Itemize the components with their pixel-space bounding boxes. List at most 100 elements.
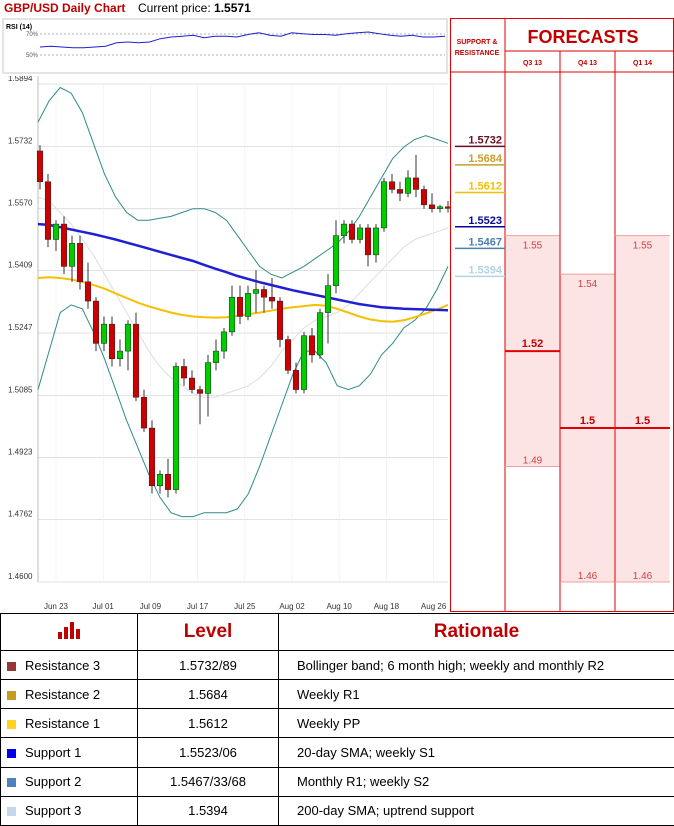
level-name: Support 1	[25, 745, 82, 761]
candle-down	[308, 335, 316, 356]
candle-up	[404, 177, 412, 194]
candle-up	[372, 227, 380, 256]
candle-down	[140, 397, 148, 429]
rsi-frame	[2, 18, 448, 74]
chart-header: GBP/USD Daily Chart Current price: 1.557…	[0, 0, 450, 18]
forecast-high-label: 1.54	[578, 279, 598, 290]
level-color-swatch	[7, 719, 16, 729]
x-tick-label: Jun 23	[44, 602, 69, 611]
candle-down	[388, 181, 396, 190]
candle-down	[148, 427, 156, 487]
level-name-cell: Resistance 2	[0, 679, 138, 710]
rsi-title: RSI (14)	[6, 24, 32, 31]
candle-up	[228, 296, 236, 333]
level-color-swatch	[7, 807, 16, 817]
candle-up	[332, 235, 340, 286]
candle-down	[84, 281, 92, 302]
rsi-line	[39, 31, 446, 49]
current-price: Current price: 1.5571	[138, 1, 251, 15]
forecast-high-label: 1.55	[633, 241, 653, 252]
table-row: Support 1 1.5523/06 20-day SMA; weekly S1	[0, 737, 674, 768]
y-tick-label: 1.5732	[8, 136, 33, 145]
sr-header-line-2: RESISTANCE	[455, 50, 500, 57]
candle-down	[36, 150, 44, 183]
rsi-tick-70: 70%	[26, 32, 39, 38]
level-name-cell: Resistance 3	[0, 649, 138, 681]
table-row: Resistance 2 1.5684 Weekly R1	[0, 679, 674, 710]
candle-up	[124, 323, 132, 352]
candle-up	[356, 227, 364, 240]
price-chart: 1.5894 1.5732 1.5570 1.5409 1.5247 1.5085 1.49…	[8, 76, 450, 611]
bollinger-upper-line	[37, 86, 449, 279]
candle-down	[60, 223, 68, 267]
price-grid	[37, 76, 448, 583]
table-header-icon-cell	[0, 613, 138, 651]
level-value: 1.5684	[137, 679, 279, 710]
level-name: Support 2	[25, 774, 82, 790]
forecast-column-label: Q1 14	[633, 60, 652, 67]
candle-down	[364, 227, 372, 256]
forecast-panel-content: Q3 13 1.55 1.49 1.52 Q4 13 1.54 1.46 1.5 Q1 14 1.…	[450, 18, 674, 612]
forecast-high-label: 1.55	[523, 241, 543, 252]
y-tick-label: 1.4923	[8, 448, 33, 457]
levels-table: Level Rationale Resistance 3 1.5732/89 Bol…	[0, 613, 674, 826]
candle-down	[44, 181, 52, 240]
candle-down	[444, 206, 450, 209]
table-row: Resistance 1 1.5612 Weekly PP	[0, 708, 674, 739]
level-color-swatch	[7, 690, 16, 700]
bollinger-middle-line	[37, 196, 449, 398]
level-color-swatch	[7, 778, 16, 788]
forecasts-title: FORECASTS	[527, 27, 638, 47]
x-tick-label: Jul 17	[187, 602, 209, 611]
x-tick-label: Aug 10	[327, 602, 353, 611]
forecast-mid-label: 1.5	[635, 415, 650, 427]
axis-labels: 1.5894 1.5732 1.5570 1.5409 1.5247 1.5085 1.49…	[8, 76, 447, 611]
level-value: 1.5523/06	[137, 737, 279, 768]
table-header-rationale: Rationale	[278, 613, 674, 651]
level-value: 1.5394	[137, 795, 279, 826]
candle-down	[92, 300, 100, 344]
candle-up	[244, 293, 252, 317]
y-tick-label: 1.4762	[8, 510, 33, 519]
sma-20-line	[37, 222, 449, 312]
x-tick-label: Jul 25	[234, 602, 256, 611]
candle-up	[340, 223, 348, 236]
candle-up	[316, 312, 324, 356]
candle-up	[116, 350, 124, 360]
level-name: Resistance 2	[25, 686, 101, 702]
forecast-mid-label: 1.5	[580, 415, 595, 427]
candle-down	[164, 473, 172, 490]
candle-down	[292, 370, 300, 390]
candle-up	[212, 350, 220, 363]
forecast-panel: Q3 13 1.55 1.49 1.52 Q4 13 1.54 1.46 1.5 Q1 14 1.…	[450, 18, 674, 612]
candle-up	[100, 323, 108, 344]
candle-down	[76, 243, 84, 283]
rsi-panel: RSI (14) 70% 50%	[2, 18, 448, 74]
current-price-value: 1.5571	[214, 1, 251, 15]
forecast-column-label: Q3 13	[523, 60, 542, 67]
candle-down	[428, 204, 436, 209]
candle-down	[260, 289, 268, 298]
level-color-swatch	[7, 749, 16, 759]
candle-down	[420, 189, 428, 206]
forecast-low-label: 1.49	[523, 456, 543, 467]
sr-level-label: 1.5612	[468, 181, 502, 193]
candle-up	[68, 243, 76, 267]
candle-down	[236, 296, 244, 317]
candle-up	[380, 181, 388, 229]
forecast-range-band	[615, 235, 670, 582]
y-tick-label: 1.5409	[8, 261, 33, 270]
candle-down	[348, 223, 356, 240]
candle-down	[180, 366, 188, 379]
candle-down	[196, 389, 204, 394]
x-tick-label: Jul 09	[140, 602, 162, 611]
level-name: Resistance 1	[25, 715, 101, 731]
y-tick-label: 1.5085	[8, 385, 33, 394]
sr-level-label: 1.5467	[468, 236, 502, 248]
bollinger-bands	[37, 86, 449, 518]
level-name-cell: Support 2	[0, 766, 138, 797]
candle-down	[268, 296, 276, 302]
candle-down	[276, 300, 284, 340]
candle-up	[52, 223, 60, 240]
candle-down	[412, 177, 420, 190]
